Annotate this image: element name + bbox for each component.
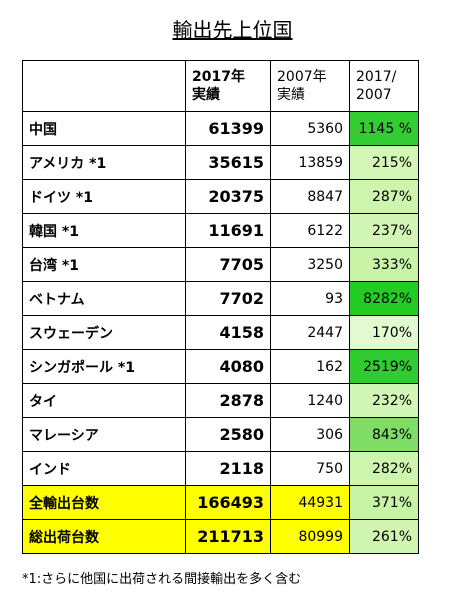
cell: スウェーデン	[22, 315, 186, 350]
cell: 2519%	[349, 349, 419, 384]
cell: 306	[270, 417, 350, 452]
cell: 全輸出台数	[22, 485, 186, 520]
cell: 35615	[185, 145, 271, 180]
cell: 232%	[349, 383, 419, 418]
table-row: 総出荷台数 211713 80999 261%	[22, 519, 419, 554]
cell: 843%	[349, 417, 419, 452]
cell: マレーシア	[22, 417, 186, 452]
header-cell: 2017年 実績	[185, 60, 271, 112]
header-row: 2017年 実績 2007年 実績 2017/ 2007	[22, 60, 419, 112]
table-row: ベトナム 7702 93 8282%	[22, 281, 419, 316]
cell: 3250	[270, 247, 350, 282]
cell: アメリカ *1	[22, 145, 186, 180]
cell: 162	[270, 349, 350, 384]
table-row: 台湾 *1 7705 3250 333%	[22, 247, 419, 282]
cell: 211713	[185, 519, 271, 554]
cell: 93	[270, 281, 350, 316]
table-row: アメリカ *1 35615 13859 215%	[22, 145, 419, 180]
cell: 5360	[270, 111, 350, 146]
header-cell	[22, 60, 186, 112]
cell: 1145 %	[349, 111, 419, 146]
cell: 11691	[185, 213, 271, 248]
cell: タイ	[22, 383, 186, 418]
table-row: タイ 2878 1240 232%	[22, 383, 419, 418]
cell: 282%	[349, 451, 419, 486]
cell: 2118	[185, 451, 271, 486]
table-row: インド 2118 750 282%	[22, 451, 419, 486]
cell: 中国	[22, 111, 186, 146]
cell: ベトナム	[22, 281, 186, 316]
header-cell: 2017/ 2007	[349, 60, 419, 112]
table-row: ドイツ *1 20375 8847 287%	[22, 179, 419, 214]
cell: 1240	[270, 383, 350, 418]
header-cell: 2007年 実績	[270, 60, 350, 112]
cell: 4080	[185, 349, 271, 384]
table-row: マレーシア 2580 306 843%	[22, 417, 419, 452]
cell: 166493	[185, 485, 271, 520]
title: 輸出先上位国	[172, 18, 293, 42]
cell: 8847	[270, 179, 350, 214]
table-row: 中国 61399 5360 1145 %	[22, 111, 419, 146]
cell: 7702	[185, 281, 271, 316]
cell: 215%	[349, 145, 419, 180]
cell: 総出荷台数	[22, 519, 186, 554]
cell: 20375	[185, 179, 271, 214]
cell: 2878	[185, 383, 271, 418]
cell: 287%	[349, 179, 419, 214]
table-row: スウェーデン 4158 2447 170%	[22, 315, 419, 350]
cell: 44931	[270, 485, 350, 520]
cell: 371%	[349, 485, 419, 520]
cell: 8282%	[349, 281, 419, 316]
cell: 4158	[185, 315, 271, 350]
cell: 2447	[270, 315, 350, 350]
cell: 333%	[349, 247, 419, 282]
cell: 2580	[185, 417, 271, 452]
cell: 61399	[185, 111, 271, 146]
cell: 750	[270, 451, 350, 486]
cell: 13859	[270, 145, 350, 180]
footnote: *1:さらに他国に出荷される間接輸出を多く含む	[22, 572, 302, 587]
cell: 261%	[349, 519, 419, 554]
cell: ドイツ *1	[22, 179, 186, 214]
table-row: シンガポール *1 4080 162 2519%	[22, 349, 419, 384]
cell: シンガポール *1	[22, 349, 186, 384]
table: 2017年 実績 2007年 実績 2017/ 2007 中国 61399 5360 114…	[22, 60, 419, 554]
cell: 80999	[270, 519, 350, 554]
cell: 7705	[185, 247, 271, 282]
cell: 6122	[270, 213, 350, 248]
cell: 237%	[349, 213, 419, 248]
cell: インド	[22, 451, 186, 486]
cell: 台湾 *1	[22, 247, 186, 282]
table-row: 全輸出台数 166493 44931 371%	[22, 485, 419, 520]
cell: 韓国 *1	[22, 213, 186, 248]
cell: 170%	[349, 315, 419, 350]
table-row: 韓国 *1 11691 6122 237%	[22, 213, 419, 248]
